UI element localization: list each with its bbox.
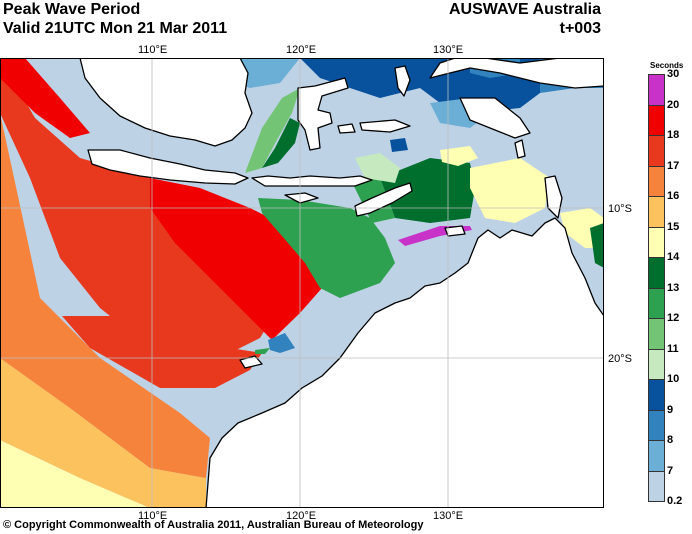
band-verylight-green — [355, 153, 400, 183]
legend-title: Seconds — [650, 61, 684, 70]
lon-label-bottom-110: 110°E — [138, 510, 168, 522]
copyright-notice: © Copyright Commonwealth of Australia 20… — [3, 519, 424, 531]
band-pale-yellow-north — [440, 146, 478, 166]
legend-swatch — [648, 348, 665, 380]
land-lesser-sunda — [251, 175, 373, 187]
band-lightorange — [0, 358, 206, 508]
legend-swatch — [648, 74, 665, 106]
legend-label: 15 — [667, 220, 680, 233]
land-buru — [337, 123, 356, 134]
legend-swatch — [648, 196, 665, 228]
wave-period-map — [0, 58, 604, 508]
legend-swatch — [648, 104, 665, 136]
band-dkgreen-arafura — [380, 158, 475, 223]
lat-label-10s: 10°S — [608, 203, 632, 215]
band-red-core — [150, 178, 322, 340]
band-orange — [0, 113, 210, 478]
model-name: AUSWAVE Australia — [448, 1, 601, 18]
land-sulawesi — [297, 77, 349, 151]
legend-label: 13 — [667, 281, 680, 294]
legend-swatch — [648, 287, 665, 319]
band-red-nw-edge — [0, 58, 90, 138]
lon-label-bottom-120: 120°E — [286, 510, 317, 522]
legend-swatch — [648, 135, 665, 167]
legend-swatch — [648, 409, 665, 441]
legend-swatch — [648, 257, 665, 289]
band-green-timor — [258, 198, 395, 298]
land-java — [87, 149, 249, 185]
legend-label: 17 — [667, 159, 680, 172]
map-frame — [0, 58, 604, 508]
band-yellow-sw — [0, 440, 206, 508]
legend-label: 0.2 — [667, 495, 683, 507]
land-aru — [514, 139, 526, 159]
lat-label-20s: 20°S — [608, 353, 632, 365]
band-redorange-nw — [0, 58, 290, 363]
land-sumba — [284, 192, 319, 204]
band-pale-yellow-gulf — [470, 158, 550, 223]
legend-label: 18 — [667, 129, 680, 141]
lon-label-top-130: 130°E — [433, 44, 464, 56]
land-halmahera — [394, 65, 411, 97]
legend-label: 16 — [667, 190, 680, 202]
land-new-guinea — [429, 58, 604, 89]
land-australia — [205, 217, 604, 508]
legend-label: 7 — [667, 464, 674, 477]
lon-label-top-110: 110°E — [138, 44, 168, 56]
band-lightgreen-makassar — [245, 88, 300, 173]
band-green-sw-cape — [255, 348, 270, 354]
legend-label: 9 — [667, 403, 674, 416]
band-redorange-mid — [62, 316, 262, 388]
legend-label: 20 — [667, 98, 680, 111]
legend-label: 30 — [667, 68, 680, 80]
legend-label: 11 — [667, 342, 679, 355]
forecast-step: t+003 — [559, 20, 601, 37]
band-blue-north1 — [300, 58, 420, 98]
land-seram — [359, 119, 411, 133]
band-dkgreen-makassar — [262, 118, 300, 168]
band-blue-sw-cape — [268, 333, 295, 353]
land-melville — [444, 225, 466, 237]
land-borneo — [79, 58, 253, 147]
band-blue-east — [590, 223, 604, 268]
legend-label: 8 — [667, 434, 674, 446]
legend-label: 10 — [667, 373, 680, 385]
land-new-guinea-south — [459, 97, 531, 139]
legend-swatch — [648, 440, 665, 472]
land-sw-cape — [239, 355, 263, 369]
valid-time: Valid 21UTC Mon 21 Mar 2011 — [3, 20, 228, 37]
band-blue-spot — [390, 138, 408, 152]
legend-swatch — [648, 165, 665, 197]
legend-swatch — [648, 470, 665, 502]
legend-swatch — [648, 226, 665, 258]
lon-label-top-120: 120°E — [286, 44, 317, 56]
lon-label-bottom-130: 130°E — [433, 510, 464, 522]
legend-label: 14 — [667, 251, 680, 263]
map-title: Peak Wave Period — [3, 1, 141, 18]
legend-swatch — [648, 318, 665, 350]
legend-swatch — [648, 379, 665, 411]
legend-label: 12 — [667, 312, 680, 324]
